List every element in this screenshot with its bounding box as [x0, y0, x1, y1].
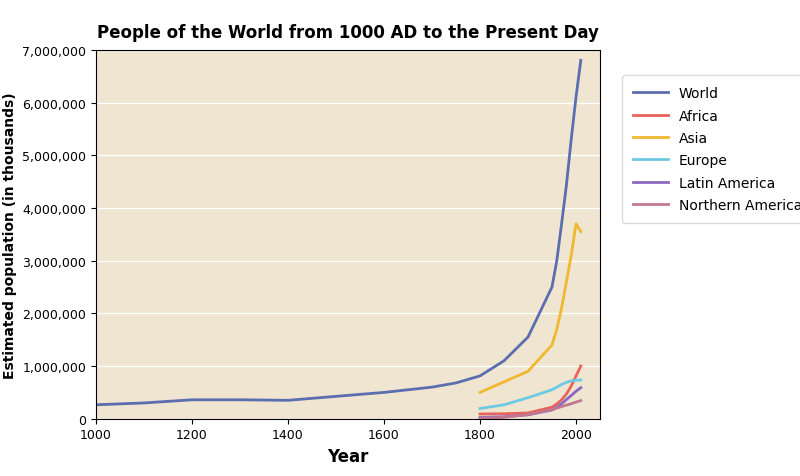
Y-axis label: Estimated population (in thousands): Estimated population (in thousands) [2, 92, 17, 378]
X-axis label: Year: Year [327, 447, 369, 465]
Text: People of the World from 1000 AD to the Present Day: People of the World from 1000 AD to the … [97, 23, 599, 41]
Legend: World, Africa, Asia, Europe, Latin America, Northern America: World, Africa, Asia, Europe, Latin Ameri… [622, 76, 800, 224]
